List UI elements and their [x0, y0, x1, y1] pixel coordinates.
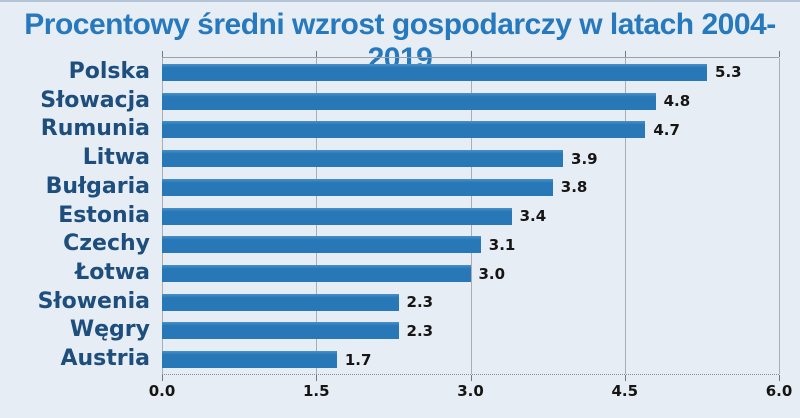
- category-label: Austria: [60, 346, 150, 372]
- tick-mark: [316, 375, 318, 381]
- tick-mark: [779, 51, 780, 57]
- bar-value-label: 5.3: [715, 63, 742, 82]
- bar-value-label: 3.8: [560, 178, 588, 197]
- bar: [162, 351, 337, 369]
- bar: [162, 63, 708, 81]
- bar: [162, 322, 399, 340]
- bar: [162, 121, 646, 139]
- bar-row: 4.7: [162, 115, 779, 144]
- bar-rows: 5.3 4.8 4.7 3.9 3.8 3.4 3.1 3.0 2.3 2.3 1.7: [162, 58, 779, 374]
- tick-mark: [624, 375, 626, 381]
- bar-row: 3.0: [162, 259, 779, 288]
- bar-value-label: 3.0: [478, 264, 506, 283]
- bar-row: 3.8: [162, 173, 779, 202]
- tick-mark: [470, 51, 472, 57]
- category-label: Słowacja: [40, 87, 150, 113]
- category-label: Łotwa: [75, 260, 150, 285]
- bar-value-label: 2.3: [406, 293, 434, 312]
- bar: [162, 293, 399, 311]
- bar: [162, 150, 564, 168]
- category-label: Słowenia: [37, 288, 150, 314]
- category-axis: Polska Słowacja Rumunia Litwa Bułgaria Estoni…: [0, 57, 150, 373]
- axis-tick-label: 4.5: [611, 382, 639, 400]
- chart-title: Procentowy średni wzrost gospodarczy w l…: [24, 8, 776, 75]
- bar-row: 4.8: [162, 87, 779, 116]
- tick-mark: [624, 51, 626, 57]
- axis-tick-label: 1.5: [302, 382, 330, 400]
- tick-mark: [316, 51, 318, 57]
- gridline: [779, 58, 780, 374]
- bar: [162, 207, 512, 225]
- tick-mark: [779, 375, 780, 381]
- bar: [162, 236, 481, 254]
- bar-row: 3.4: [162, 202, 779, 231]
- bar-value-label: 4.8: [663, 92, 691, 111]
- bar-row: 5.3: [162, 58, 779, 87]
- bar-row: 1.7: [162, 345, 779, 374]
- value-axis: 0.0 1.5 3.0 4.5 6.0: [149, 382, 793, 404]
- bar-row: 3.9: [162, 144, 779, 173]
- tick-mark: [470, 375, 472, 381]
- bar-value-label: 3.4: [519, 207, 547, 226]
- axis-tick-label: 6.0: [765, 382, 793, 400]
- category-label: Polska: [68, 58, 150, 84]
- bar-value-label: 3.1: [488, 235, 516, 254]
- bar: [162, 92, 656, 110]
- category-label: Bułgaria: [45, 173, 150, 199]
- bar: [162, 178, 553, 196]
- tick-mark: [162, 375, 163, 381]
- category-label: Rumunia: [40, 116, 150, 142]
- axis-tick-label: 3.0: [457, 382, 484, 400]
- top-edge-strip: [0, 0, 800, 2]
- bar-value-label: 1.7: [344, 350, 372, 369]
- bar-row: 3.1: [162, 230, 779, 259]
- tick-mark: [162, 51, 163, 57]
- bar-value-label: 2.3: [406, 321, 434, 340]
- bar-row: 2.3: [162, 288, 779, 317]
- category-label: Litwa: [82, 145, 150, 171]
- bar-value-label: 3.9: [571, 149, 598, 168]
- category-label: Estonia: [58, 202, 150, 228]
- axis-tick-label: 0.0: [148, 382, 176, 400]
- category-label: Węgry: [69, 317, 150, 343]
- gridline: [624, 58, 626, 374]
- bar-row: 2.3: [162, 317, 779, 346]
- category-label: Czechy: [63, 231, 150, 257]
- plot-area: 5.3 4.8 4.7 3.9 3.8 3.4 3.1 3.0 2.3 2.3 1.7: [162, 51, 780, 381]
- bar: [162, 265, 471, 282]
- bar-value-label: 4.7: [653, 120, 680, 139]
